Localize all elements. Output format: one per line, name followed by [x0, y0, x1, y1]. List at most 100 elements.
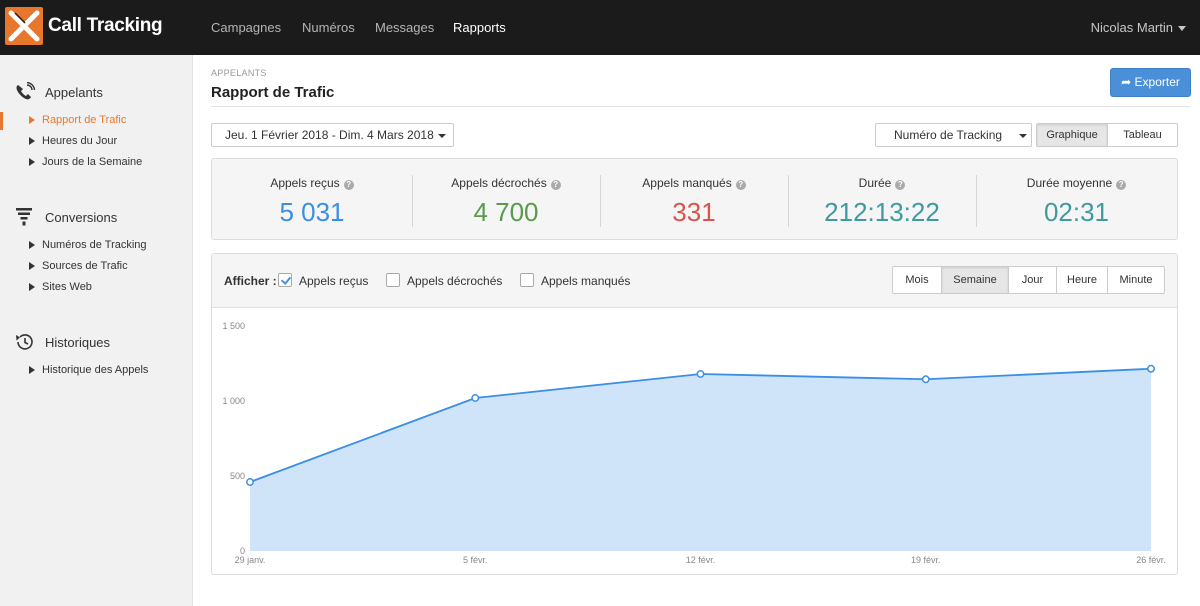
- stat-divider: [412, 175, 413, 227]
- stat-label: Appels décrochés: [451, 176, 547, 190]
- x-tick-label: 5 févr.: [463, 555, 488, 565]
- call-tracking-logo[interactable]: [5, 7, 43, 45]
- stat-value: 212:13:22: [824, 197, 940, 227]
- x-tick-label: 26 févr.: [1136, 555, 1166, 565]
- view-table-button[interactable]: Tableau: [1107, 123, 1178, 147]
- sidebar-item-label: Sources de Trafic: [42, 260, 128, 272]
- history-icon: [16, 334, 33, 350]
- sidebar-item-label: Sites Web: [42, 281, 92, 293]
- stats-panel: Appels reçus? 5 031 Appels décrochés? 4 …: [211, 158, 1178, 240]
- stat-appels-decroches: Appels décrochés? 4 700: [412, 159, 600, 239]
- chart-toolbar: Afficher : Appels reçus Appels décrochés…: [212, 254, 1177, 308]
- stat-label: Appels reçus: [270, 176, 340, 190]
- nav-numeros[interactable]: Numéros: [302, 20, 355, 35]
- data-point: [696, 370, 705, 378]
- sidebar-item-label: Heures du Jour: [42, 135, 118, 147]
- date-range-label: Jeu. 1 Février 2018 - Dim. 4 Mars 2018: [225, 128, 434, 142]
- stat-value: 331: [672, 197, 716, 227]
- sidebar-item-label: Historique des Appels: [42, 364, 149, 376]
- help-icon[interactable]: ?: [735, 180, 746, 190]
- stat-label: Durée: [858, 176, 892, 190]
- sidebar-item-sites-web[interactable]: Sites Web: [29, 281, 92, 293]
- view-graph-button[interactable]: Graphique: [1036, 123, 1108, 147]
- y-tick-label: 1 500: [222, 321, 245, 331]
- period-semaine[interactable]: Semaine: [941, 266, 1009, 294]
- section-title: Conversions: [45, 210, 118, 225]
- y-tick-label: 1 000: [222, 396, 245, 406]
- sidebar-item-sources-de-trafic[interactable]: Sources de Trafic: [29, 260, 128, 272]
- help-icon[interactable]: ?: [550, 180, 561, 190]
- date-range-picker[interactable]: Jeu. 1 Février 2018 - Dim. 4 Mars 2018: [211, 123, 454, 147]
- help-icon[interactable]: ?: [343, 180, 354, 190]
- checkbox-appels-decroches[interactable]: [386, 273, 400, 287]
- sidebar: Appelants Rapport de Trafic Heures du Jo…: [0, 55, 193, 606]
- stat-label: Durée moyenne: [1026, 176, 1113, 190]
- funnel-icon: [16, 208, 32, 226]
- checkbox-label[interactable]: Appels décrochés: [407, 274, 503, 288]
- active-indicator: [0, 112, 3, 130]
- title-divider: [211, 106, 1190, 107]
- traffic-area-chart: 0 500 1 000 1 500 29 janv. 5 févr. 12 févr. 19 …: [222, 321, 1166, 565]
- export-button[interactable]: ➦ Exporter: [1110, 68, 1191, 97]
- checkbox-label[interactable]: Appels manqués: [541, 274, 631, 288]
- caret-right-icon: [29, 366, 35, 374]
- sidebar-item-historique-des-appels[interactable]: Historique des Appels: [29, 364, 148, 376]
- chevron-down-icon: [438, 134, 446, 138]
- share-icon: ➦: [1121, 75, 1135, 89]
- sidebar-item-rapport-de-trafic[interactable]: Rapport de Trafic: [29, 114, 126, 126]
- phone-icon: [16, 82, 36, 100]
- period-jour[interactable]: Jour: [1008, 266, 1057, 294]
- sidebar-item-jours-de-la-semaine[interactable]: Jours de la Semaine: [29, 156, 142, 168]
- stat-appels-manques: Appels manqués? 331: [600, 159, 788, 239]
- period-mois[interactable]: Mois: [892, 266, 942, 294]
- period-minute[interactable]: Minute: [1107, 266, 1165, 294]
- tracking-number-select[interactable]: Numéro de Tracking: [875, 123, 1032, 147]
- sidebar-item-numeros-de-tracking[interactable]: Numéros de Tracking: [29, 239, 147, 251]
- sidebar-item-label: Jours de la Semaine: [42, 156, 143, 168]
- checkbox-appels-manques[interactable]: [520, 273, 534, 287]
- caret-right-icon: [29, 241, 35, 249]
- nav-rapports[interactable]: Rapports: [453, 20, 506, 35]
- help-icon[interactable]: ?: [895, 180, 906, 190]
- help-icon[interactable]: ?: [1116, 180, 1127, 190]
- user-name: Nicolas Martin: [1090, 20, 1173, 35]
- data-point: [246, 478, 254, 486]
- x-tick-label: 29 janv.: [235, 555, 266, 565]
- checkbox-label[interactable]: Appels reçus: [299, 274, 369, 288]
- checkbox-appels-recus[interactable]: [278, 273, 292, 287]
- export-label: Exporter: [1134, 75, 1180, 89]
- top-bar: Call Tracking Campagnes Numéros Messages…: [0, 0, 1200, 55]
- show-label: Afficher :: [224, 274, 277, 288]
- nav-campagnes[interactable]: Campagnes: [211, 20, 282, 35]
- stat-label: Appels manqués: [642, 176, 732, 190]
- brand-name: Call Tracking: [48, 15, 163, 36]
- data-point: [921, 375, 930, 384]
- stat-value: 4 700: [473, 197, 539, 227]
- chevron-down-icon: [1019, 134, 1027, 138]
- caret-right-icon: [29, 158, 35, 166]
- caret-right-icon: [29, 283, 35, 291]
- page-title: Rapport de Trafic: [211, 84, 335, 101]
- caret-right-icon: [29, 137, 35, 145]
- data-point: [471, 394, 480, 402]
- stat-value: 5 031: [279, 197, 345, 227]
- stat-value: 02:31: [1043, 197, 1110, 227]
- stat-appels-recus: Appels reçus? 5 031: [212, 159, 412, 239]
- sidebar-item-label: Numéros de Tracking: [42, 239, 147, 251]
- chart-panel: Afficher : Appels reçus Appels décrochés…: [211, 253, 1178, 575]
- section-title: Appelants: [45, 85, 103, 100]
- nav-messages[interactable]: Messages: [375, 20, 435, 35]
- y-tick-label: 0: [240, 546, 245, 556]
- chevron-down-icon: [1178, 26, 1186, 32]
- section-title: Historiques: [45, 335, 111, 350]
- stat-duree: Durée? 212:13:22: [788, 159, 976, 239]
- user-menu[interactable]: Nicolas Martin: [1091, 20, 1186, 35]
- tracking-select-label: Numéro de Tracking: [894, 128, 1003, 142]
- sidebar-item-heures-du-jour[interactable]: Heures du Jour: [29, 135, 117, 147]
- stat-divider: [976, 175, 977, 227]
- series-area: [250, 368, 1151, 551]
- caret-right-icon: [29, 116, 35, 124]
- period-heure[interactable]: Heure: [1056, 266, 1108, 294]
- stat-divider: [600, 175, 601, 227]
- breadcrumb: APPELANTS: [211, 68, 267, 78]
